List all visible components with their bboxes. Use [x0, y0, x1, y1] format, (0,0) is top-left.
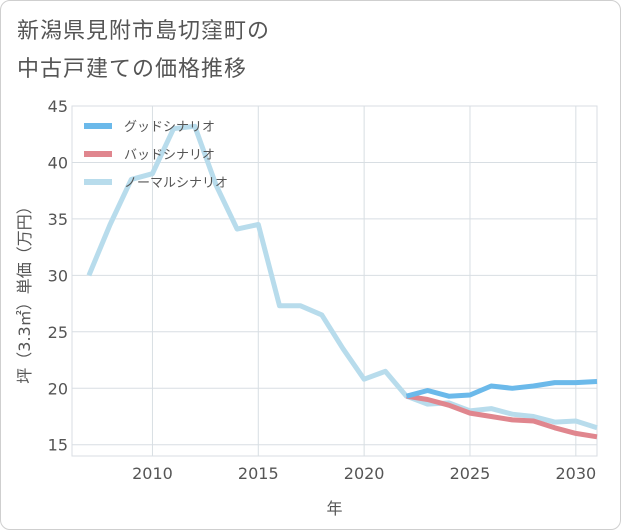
y-tick-label: 45 [48, 97, 68, 116]
x-tick-label: 2020 [344, 464, 385, 483]
x-tick-label: 2015 [238, 464, 279, 483]
chart-title-line-2: 中古戸建ての価格推移 [17, 57, 248, 82]
legend-label-2: ノーマルシナリオ [124, 176, 228, 191]
series-line-1 [406, 393, 598, 440]
y-tick-label: 20 [48, 379, 68, 398]
series-line-2 [86, 123, 598, 431]
y-tick-label: 35 [48, 210, 68, 229]
y-tick-label: 25 [48, 323, 68, 342]
chart-title: 新潟県見附市島切窪町の 中古戸建ての価格推移 [17, 13, 270, 89]
series-line-0 [405, 379, 598, 399]
legend-label-1: バッドシナリオ [124, 148, 215, 163]
x-axis-label: 年 [326, 499, 342, 518]
legend-label-0: グッドシナリオ [124, 120, 215, 135]
y-tick-label: 15 [48, 436, 68, 455]
y-tick-label: 30 [48, 266, 68, 285]
x-tick-label: 2030 [555, 464, 596, 483]
chart-title-line-1: 新潟県見附市島切窪町の [17, 19, 271, 44]
series-layer [86, 123, 598, 440]
y-axis-label: 坪（3.3㎡）単価（万円） [15, 198, 34, 383]
x-tick-label: 2010 [132, 464, 173, 483]
y-tick-label: 40 [48, 153, 68, 172]
x-tick-label: 2025 [450, 464, 491, 483]
